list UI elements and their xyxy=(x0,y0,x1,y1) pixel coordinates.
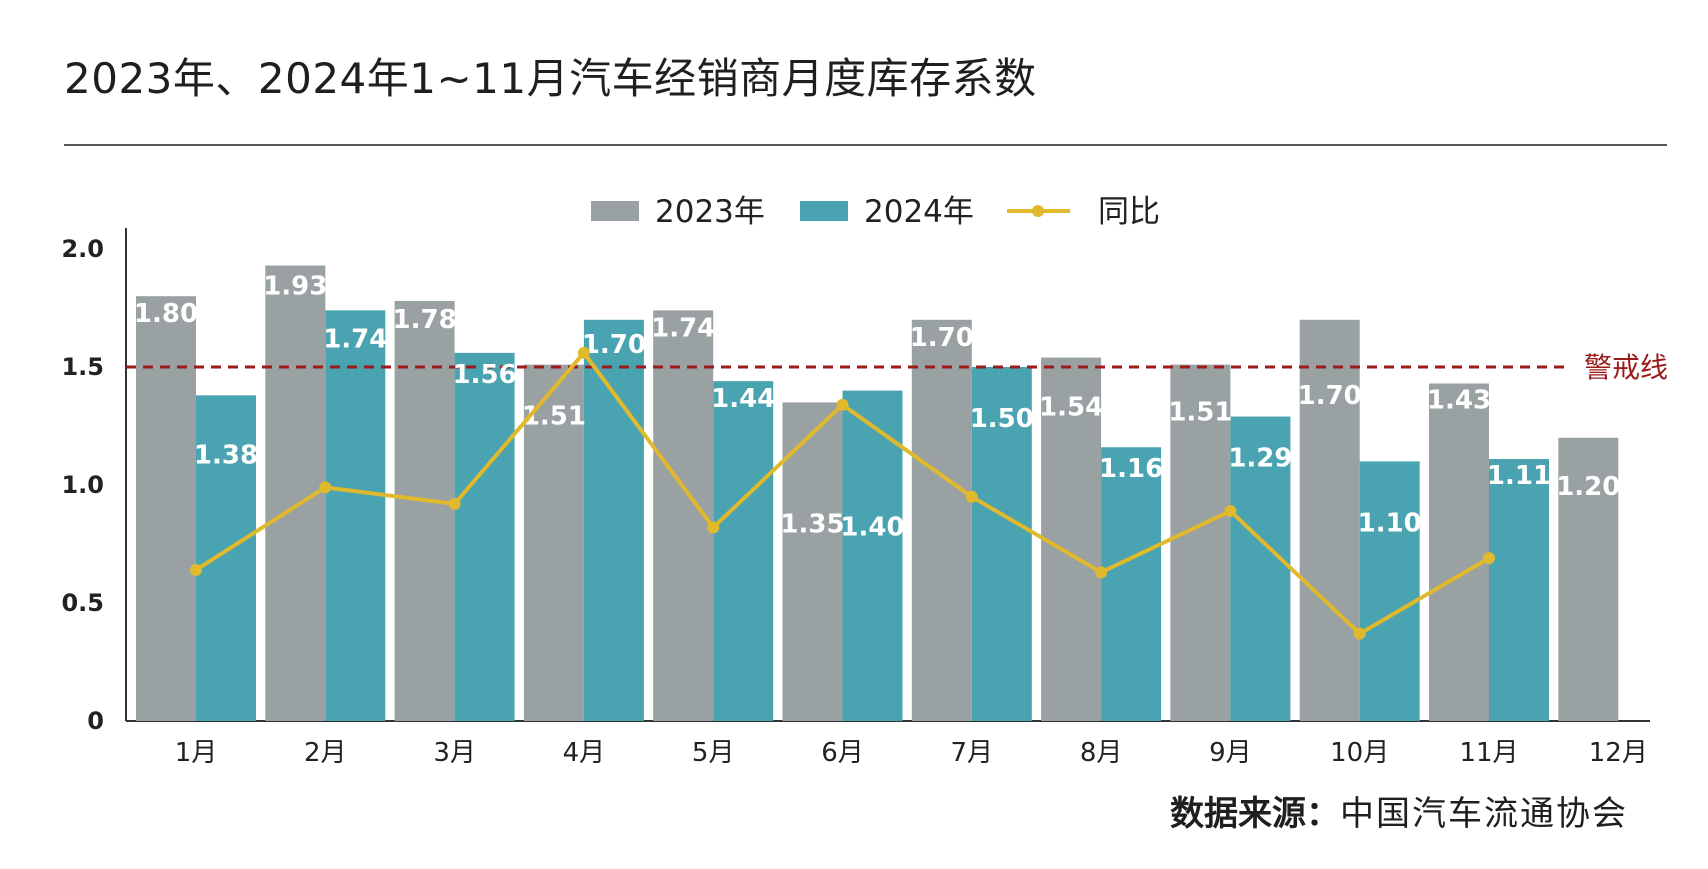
x-tick-label: 4月 xyxy=(563,738,606,768)
value-label-2024-7: 1.50 xyxy=(970,404,1034,434)
legend-label-yoy: 同比 xyxy=(1098,194,1160,230)
value-label-2023-12: 1.20 xyxy=(1556,472,1620,502)
value-label-2024-1: 1.38 xyxy=(194,440,258,470)
x-tick-label: 2月 xyxy=(304,738,347,768)
bar-2023-4 xyxy=(523,364,584,721)
value-label-2023-5: 1.74 xyxy=(651,313,715,343)
value-label-2024-5: 1.44 xyxy=(711,384,775,414)
bar-2024-10 xyxy=(1359,461,1420,721)
x-tick-label: 3月 xyxy=(433,738,476,768)
yoy-point-10 xyxy=(1353,627,1366,640)
x-tick-label: 12月 xyxy=(1589,738,1648,768)
x-tick-label: 9月 xyxy=(1209,738,1252,768)
bar-2024-8 xyxy=(1101,447,1162,721)
bar-2023-8 xyxy=(1041,357,1102,721)
yoy-point-1 xyxy=(190,563,202,576)
value-label-2023-4: 1.51 xyxy=(522,402,586,432)
bar-2024-11 xyxy=(1489,459,1549,721)
yoy-point-11 xyxy=(1483,552,1495,565)
bar-2023-3 xyxy=(394,300,455,721)
y-tick-label: 0 xyxy=(87,707,104,735)
value-label-2024-2: 1.74 xyxy=(323,324,387,354)
value-label-2023-1: 1.80 xyxy=(134,299,198,329)
value-label-2023-7: 1.70 xyxy=(910,323,974,353)
y-tick-label: 2.0 xyxy=(61,235,104,263)
value-label-2023-2: 1.93 xyxy=(263,272,327,302)
value-label-2023-3: 1.78 xyxy=(393,305,457,335)
legend-marker-yoy xyxy=(1032,205,1044,217)
chart-title: 2023年、2024年1~11月汽车经销商月度库存系数 xyxy=(64,54,1037,103)
y-tick-label: 1.0 xyxy=(61,471,104,499)
y-tick-label: 0.5 xyxy=(61,589,104,617)
value-label-2023-9: 1.51 xyxy=(1168,398,1232,428)
value-label-2024-6: 1.40 xyxy=(840,513,904,543)
x-tick-label: 7月 xyxy=(951,738,994,768)
source-org: 中国汽车流通协会 xyxy=(1340,794,1628,834)
source-label: 数据来源： xyxy=(1170,794,1340,834)
threshold-label: 警戒线 xyxy=(1584,351,1668,384)
legend-swatch-2023 xyxy=(591,201,639,221)
bar-2024-2 xyxy=(325,310,386,721)
bar-2024-9 xyxy=(1230,416,1291,721)
yoy-point-8 xyxy=(1095,566,1108,579)
value-label-2024-3: 1.56 xyxy=(453,360,517,390)
value-label-2023-6: 1.35 xyxy=(780,509,844,539)
y-tick-label: 1.5 xyxy=(61,353,104,381)
value-label-2023-10: 1.70 xyxy=(1298,381,1362,411)
value-label-2023-11: 1.43 xyxy=(1427,386,1491,416)
value-label-2024-9: 1.29 xyxy=(1228,444,1292,474)
bar-2024-6 xyxy=(842,390,903,721)
yoy-point-4 xyxy=(577,346,590,359)
bar-2023-1 xyxy=(136,296,196,721)
legend: 2023年 2024年 同比 xyxy=(591,194,1160,230)
x-tick-label: 6月 xyxy=(821,738,864,768)
value-label-2024-8: 1.16 xyxy=(1099,454,1163,484)
legend-swatch-2024 xyxy=(800,201,848,221)
x-tick-label: 10月 xyxy=(1330,738,1389,768)
value-label-2024-10: 1.10 xyxy=(1358,508,1422,538)
bar-2023-6 xyxy=(782,402,843,721)
bar-2023-10 xyxy=(1299,319,1360,721)
yoy-point-6 xyxy=(836,398,849,411)
value-label-2023-8: 1.54 xyxy=(1039,393,1103,423)
bar-2024-5 xyxy=(713,381,774,721)
bar-2024-3 xyxy=(454,352,515,721)
x-tick-label: 5月 xyxy=(692,738,735,768)
value-label-2024-4: 1.70 xyxy=(582,330,646,360)
legend-label-2024: 2024年 xyxy=(864,194,974,230)
bar-2024-4 xyxy=(583,319,644,721)
data-source: 数据来源：中国汽车流通协会 xyxy=(1170,797,1628,831)
yoy-point-9 xyxy=(1224,504,1237,517)
yoy-point-2 xyxy=(319,481,332,494)
x-tick-label: 11月 xyxy=(1459,738,1518,768)
yoy-point-5 xyxy=(707,521,720,534)
bar-2023-12 xyxy=(1558,437,1619,721)
x-tick-label: 8月 xyxy=(1080,738,1123,768)
bar-2023-7 xyxy=(911,319,972,721)
legend-label-2023: 2023年 xyxy=(655,194,765,230)
yoy-point-7 xyxy=(965,490,978,503)
yoy-point-3 xyxy=(448,497,461,510)
value-label-2024-11: 1.11 xyxy=(1487,461,1551,491)
bar-2024-7 xyxy=(971,367,1032,721)
bar-2024-1 xyxy=(196,395,256,721)
x-tick-label: 1月 xyxy=(175,738,218,768)
title-divider xyxy=(64,144,1667,146)
bar-2023-9 xyxy=(1170,364,1231,721)
bar-2023-11 xyxy=(1429,383,1489,721)
